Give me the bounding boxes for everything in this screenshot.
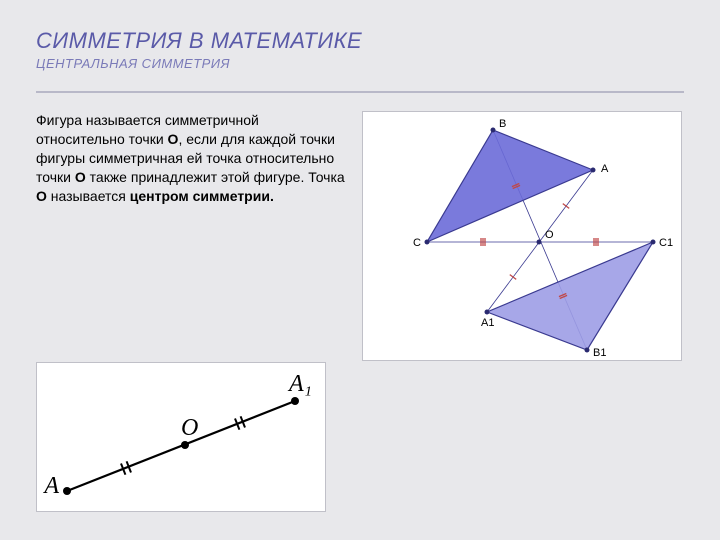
svg-text:O: O: [545, 229, 554, 241]
slide-header: СИММЕТРИЯ В МАТЕМАТИКЕ ЦЕНТРАЛЬНАЯ СИММЕ…: [0, 0, 720, 83]
svg-text:C1: C1: [659, 237, 673, 249]
text-frag: называется: [47, 188, 130, 204]
svg-text:O: O: [181, 415, 198, 441]
svg-text:A: A: [42, 473, 59, 499]
text-O: О: [36, 188, 47, 204]
figure-triangles: B A C O C1 A1 B1: [362, 111, 682, 361]
svg-text:A₁: A₁: [287, 371, 312, 397]
slide-subtitle: ЦЕНТРАЛЬНАЯ СИММЕТРИЯ: [36, 56, 684, 71]
text-center: центром симметрии.: [130, 188, 274, 204]
text-O: О: [75, 169, 86, 185]
svg-text:B1: B1: [593, 347, 606, 359]
svg-text:C: C: [413, 237, 421, 249]
definition-text: Фигура называется симметричной относител…: [36, 111, 346, 361]
slide-title: СИММЕТРИЯ В МАТЕМАТИКЕ: [36, 28, 684, 54]
text-frag: также принадлежит этой фигуре. Точка: [86, 169, 345, 185]
svg-text:B: B: [499, 118, 506, 130]
content-row: Фигура называется симметричной относител…: [0, 93, 720, 361]
svg-text:A: A: [601, 163, 609, 175]
figure-line: A O A₁: [36, 362, 326, 512]
text-O: О: [168, 131, 179, 147]
svg-text:A1: A1: [481, 317, 494, 329]
